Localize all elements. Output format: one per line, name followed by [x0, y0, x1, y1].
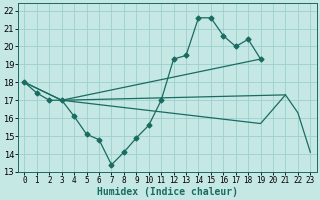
X-axis label: Humidex (Indice chaleur): Humidex (Indice chaleur) — [97, 186, 238, 197]
